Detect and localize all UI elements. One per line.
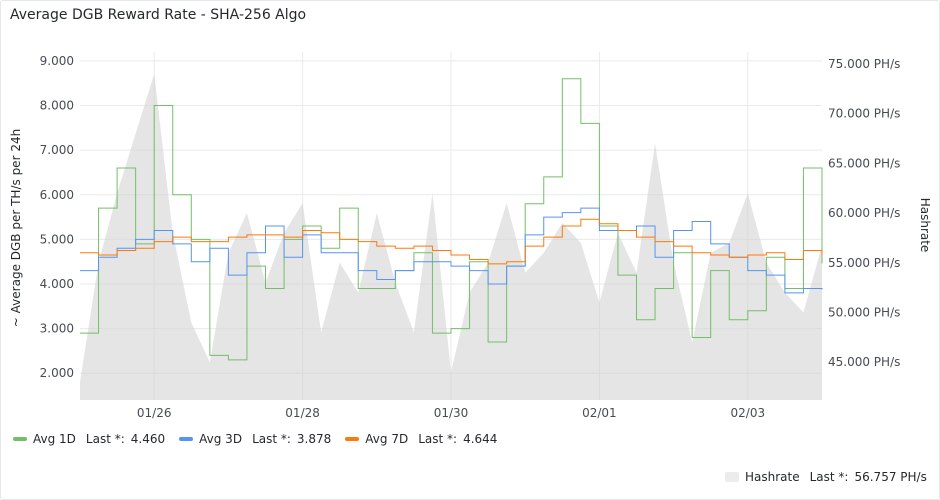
y-tick-label: 3.000 (40, 322, 74, 336)
reward-series (80, 78, 823, 361)
legend-swatch-hashrate (725, 472, 739, 482)
y2-tick-label: 65.000 PH/s (828, 156, 900, 170)
y-tick-label: 9.000 (40, 54, 74, 68)
legend-last-value: 4.460 (130, 432, 166, 446)
y2-tick-label: 75.000 PH/s (828, 57, 900, 71)
series-line-2 (80, 218, 823, 265)
legend-item-avg-7d[interactable]: Avg 7D Last *: 4.644 (345, 432, 497, 446)
x-tick-label: 01/30 (434, 406, 469, 420)
legend-last-label: Last *: (252, 432, 291, 446)
legend-last-label: Last *: (418, 432, 458, 446)
legend-swatch-avg-3d (179, 437, 194, 441)
x-tick-label: 01/28 (285, 406, 320, 420)
x-axis: 01/26 01/28 01/30 02/01 02/03 (137, 406, 765, 420)
legend-last-value: 56.757 PH/s (854, 470, 927, 484)
legend-item-avg-1d[interactable]: Avg 1D Last *: 4.460 (13, 432, 165, 446)
y2-tick-label: 50.000 PH/s (828, 306, 900, 320)
legend-label: Avg 3D (199, 432, 243, 446)
x-tick-label: 02/01 (582, 406, 617, 420)
panel-title: Average DGB Reward Rate - SHA-256 Algo (10, 7, 307, 23)
legend-label: Hashrate (745, 470, 800, 484)
legend-secondary: Hashrate Last *: 56.757 PH/s (725, 470, 927, 484)
legend-last-value: 4.644 (463, 432, 498, 446)
legend-item-avg-3d[interactable]: Avg 3D Last *: 3.878 (179, 432, 331, 446)
y-tick-label: 4.000 (40, 277, 74, 291)
legend-last-value: 3.878 (296, 432, 332, 446)
x-tick-label: 02/03 (731, 406, 766, 420)
legend-swatch-avg-1d (13, 437, 27, 441)
y-axis-right: 45.000 PH/s 50.000 PH/s 55.000 PH/s 60.000 … (828, 57, 900, 369)
legend-swatch-avg-7d (345, 437, 360, 441)
legend-item-hashrate[interactable]: Hashrate Last *: 56.757 PH/s (725, 470, 927, 484)
legend-last-label: Last *: (809, 470, 849, 484)
legend-last-label: Last *: (85, 432, 125, 446)
y-tick-label: 5.000 (40, 232, 74, 246)
legend-label: Avg 1D (33, 432, 76, 446)
y2-tick-label: 70.000 PH/s (828, 107, 900, 121)
y2-tick-label: 60.000 PH/s (828, 206, 900, 220)
y2-tick-label: 45.000 PH/s (828, 355, 900, 369)
y-axis-left: 2.000 3.000 4.000 5.000 6.000 7.000 8.000 9.000 (40, 54, 74, 380)
y-axis-title: ~ Average DGB per TH/s per 24h (9, 129, 23, 327)
y-tick-label: 2.000 (40, 366, 74, 380)
y-tick-label: 7.000 (40, 143, 74, 157)
series-line-1 (80, 207, 823, 294)
legend-label: Avg 7D (365, 432, 409, 446)
y2-axis-title: Hashrate (918, 198, 932, 253)
legend: Avg 1D Last *: 4.460 Avg 3D Last *: 3.87… (13, 432, 497, 446)
y-tick-label: 8.000 (40, 99, 74, 113)
x-tick-label: 01/26 (137, 406, 172, 420)
y-tick-label: 6.000 (40, 188, 74, 202)
y2-tick-label: 55.000 PH/s (828, 256, 900, 270)
